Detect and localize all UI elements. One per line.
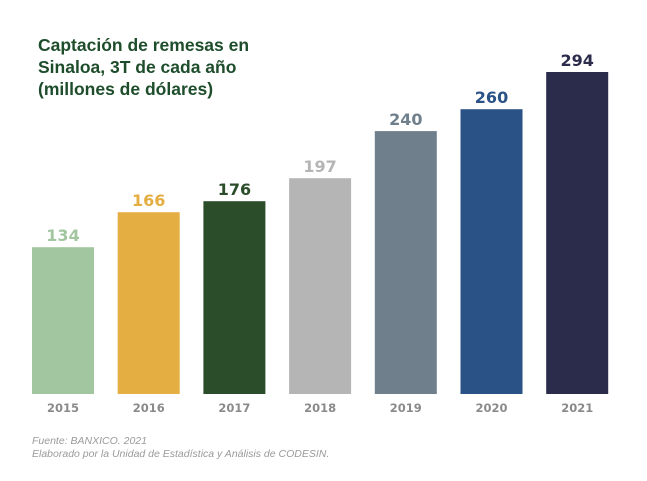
bar-2017 [203,201,266,394]
credit-text: Elaborado por la Unidad de Estadística y… [32,448,330,460]
data-label-2017: 176 [218,180,251,199]
data-label-2015: 134 [46,226,79,245]
x-tick-label-2018: 2018 [304,401,336,415]
chart-title-line-3: (millones de dólares) [38,79,214,99]
bar-2020 [460,109,523,394]
x-tick-label-2021: 2021 [561,401,593,415]
chart-title-line-2: Sinaloa, 3T de cada año [38,57,237,77]
x-tick-label-2019: 2019 [390,401,422,415]
bar-2018 [289,178,352,394]
bar-2015 [32,247,94,394]
data-label-2019: 240 [389,110,422,129]
data-label-2021: 294 [560,51,593,70]
data-label-2018: 197 [303,157,336,176]
chart-title: Captación de remesas en Sinaloa, 3T de c… [38,34,249,100]
data-label-2016: 166 [132,191,165,210]
chart-title-line-1: Captación de remesas en [38,35,250,55]
bar-2019 [374,131,437,394]
x-tick-label-2015: 2015 [47,401,79,415]
source-text: Fuente: BANXICO. 2021 [32,435,147,447]
chart-source-note: Fuente: BANXICO. 2021 Elaborado por la U… [32,435,329,461]
x-tick-label-2020: 2020 [475,401,507,415]
bar-2021 [546,72,609,394]
x-tick-label-2016: 2016 [133,401,165,415]
data-label-2020: 260 [475,88,508,107]
bar-2016 [117,212,180,394]
x-tick-label-2017: 2017 [218,401,250,415]
